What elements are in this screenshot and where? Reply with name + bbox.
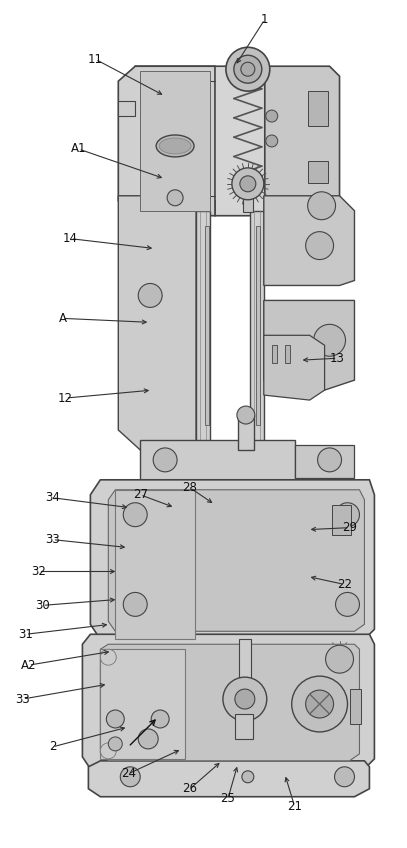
Text: 26: 26 xyxy=(183,782,197,795)
Circle shape xyxy=(335,503,359,527)
Circle shape xyxy=(292,676,348,732)
Circle shape xyxy=(241,62,255,76)
Text: 13: 13 xyxy=(330,352,345,365)
Circle shape xyxy=(308,192,335,220)
Circle shape xyxy=(167,190,183,206)
Bar xyxy=(250,211,264,450)
Circle shape xyxy=(120,767,140,787)
Circle shape xyxy=(138,729,158,749)
Circle shape xyxy=(335,767,354,787)
Bar xyxy=(238,415,254,450)
Circle shape xyxy=(242,771,254,783)
Text: 25: 25 xyxy=(221,792,235,806)
Text: A2: A2 xyxy=(21,659,36,672)
Polygon shape xyxy=(118,196,196,450)
Circle shape xyxy=(151,710,169,728)
Circle shape xyxy=(232,168,264,200)
Circle shape xyxy=(108,737,122,750)
Polygon shape xyxy=(264,196,354,286)
Polygon shape xyxy=(108,490,364,631)
Bar xyxy=(332,505,352,534)
Text: 34: 34 xyxy=(45,491,60,505)
Circle shape xyxy=(226,47,270,91)
Bar xyxy=(243,184,253,212)
Text: 22: 22 xyxy=(337,578,352,591)
Circle shape xyxy=(101,743,116,759)
Polygon shape xyxy=(101,644,359,761)
Text: 30: 30 xyxy=(35,599,50,612)
Circle shape xyxy=(123,503,147,527)
Circle shape xyxy=(240,176,256,192)
Text: 12: 12 xyxy=(58,392,73,404)
Bar xyxy=(350,689,361,724)
Circle shape xyxy=(138,283,162,307)
Polygon shape xyxy=(90,480,374,639)
Circle shape xyxy=(237,406,255,424)
Text: 27: 27 xyxy=(133,488,148,501)
Bar xyxy=(308,161,328,183)
Polygon shape xyxy=(88,761,370,797)
Bar xyxy=(196,211,210,450)
Circle shape xyxy=(266,135,278,147)
Polygon shape xyxy=(82,634,374,769)
Polygon shape xyxy=(101,650,185,759)
Text: 11: 11 xyxy=(88,53,103,66)
Circle shape xyxy=(306,690,334,718)
Circle shape xyxy=(223,678,267,721)
Bar xyxy=(272,345,277,363)
Bar xyxy=(285,345,290,363)
Circle shape xyxy=(326,645,354,673)
Polygon shape xyxy=(140,71,210,211)
Circle shape xyxy=(266,110,278,122)
Circle shape xyxy=(234,55,262,83)
Text: 31: 31 xyxy=(18,628,33,641)
Circle shape xyxy=(106,710,124,728)
Text: A1: A1 xyxy=(71,142,86,155)
Bar xyxy=(308,91,328,126)
Polygon shape xyxy=(264,335,325,400)
Text: 24: 24 xyxy=(121,767,136,780)
Text: 33: 33 xyxy=(45,533,60,546)
Circle shape xyxy=(306,232,334,259)
Text: 32: 32 xyxy=(31,565,46,578)
Text: 33: 33 xyxy=(15,693,30,706)
Text: 29: 29 xyxy=(342,522,357,534)
Bar xyxy=(256,226,260,425)
Polygon shape xyxy=(118,101,135,116)
Text: 21: 21 xyxy=(287,801,302,813)
Bar xyxy=(239,639,251,704)
Polygon shape xyxy=(140,440,295,480)
Bar xyxy=(235,714,253,739)
Text: 2: 2 xyxy=(49,740,56,753)
Circle shape xyxy=(235,689,255,709)
Ellipse shape xyxy=(156,135,194,157)
Text: 1: 1 xyxy=(261,13,269,26)
Polygon shape xyxy=(135,66,285,215)
Text: 14: 14 xyxy=(63,232,78,245)
Circle shape xyxy=(123,593,147,616)
Polygon shape xyxy=(295,445,354,477)
Polygon shape xyxy=(118,66,215,215)
Polygon shape xyxy=(264,300,354,395)
Text: 28: 28 xyxy=(183,482,197,494)
Circle shape xyxy=(101,650,116,665)
Circle shape xyxy=(317,448,341,471)
Circle shape xyxy=(335,593,359,616)
Ellipse shape xyxy=(159,138,191,154)
Circle shape xyxy=(153,448,177,471)
Polygon shape xyxy=(115,490,195,639)
Circle shape xyxy=(314,324,346,356)
Text: A: A xyxy=(59,312,66,325)
Bar xyxy=(205,226,209,425)
Polygon shape xyxy=(265,66,339,226)
